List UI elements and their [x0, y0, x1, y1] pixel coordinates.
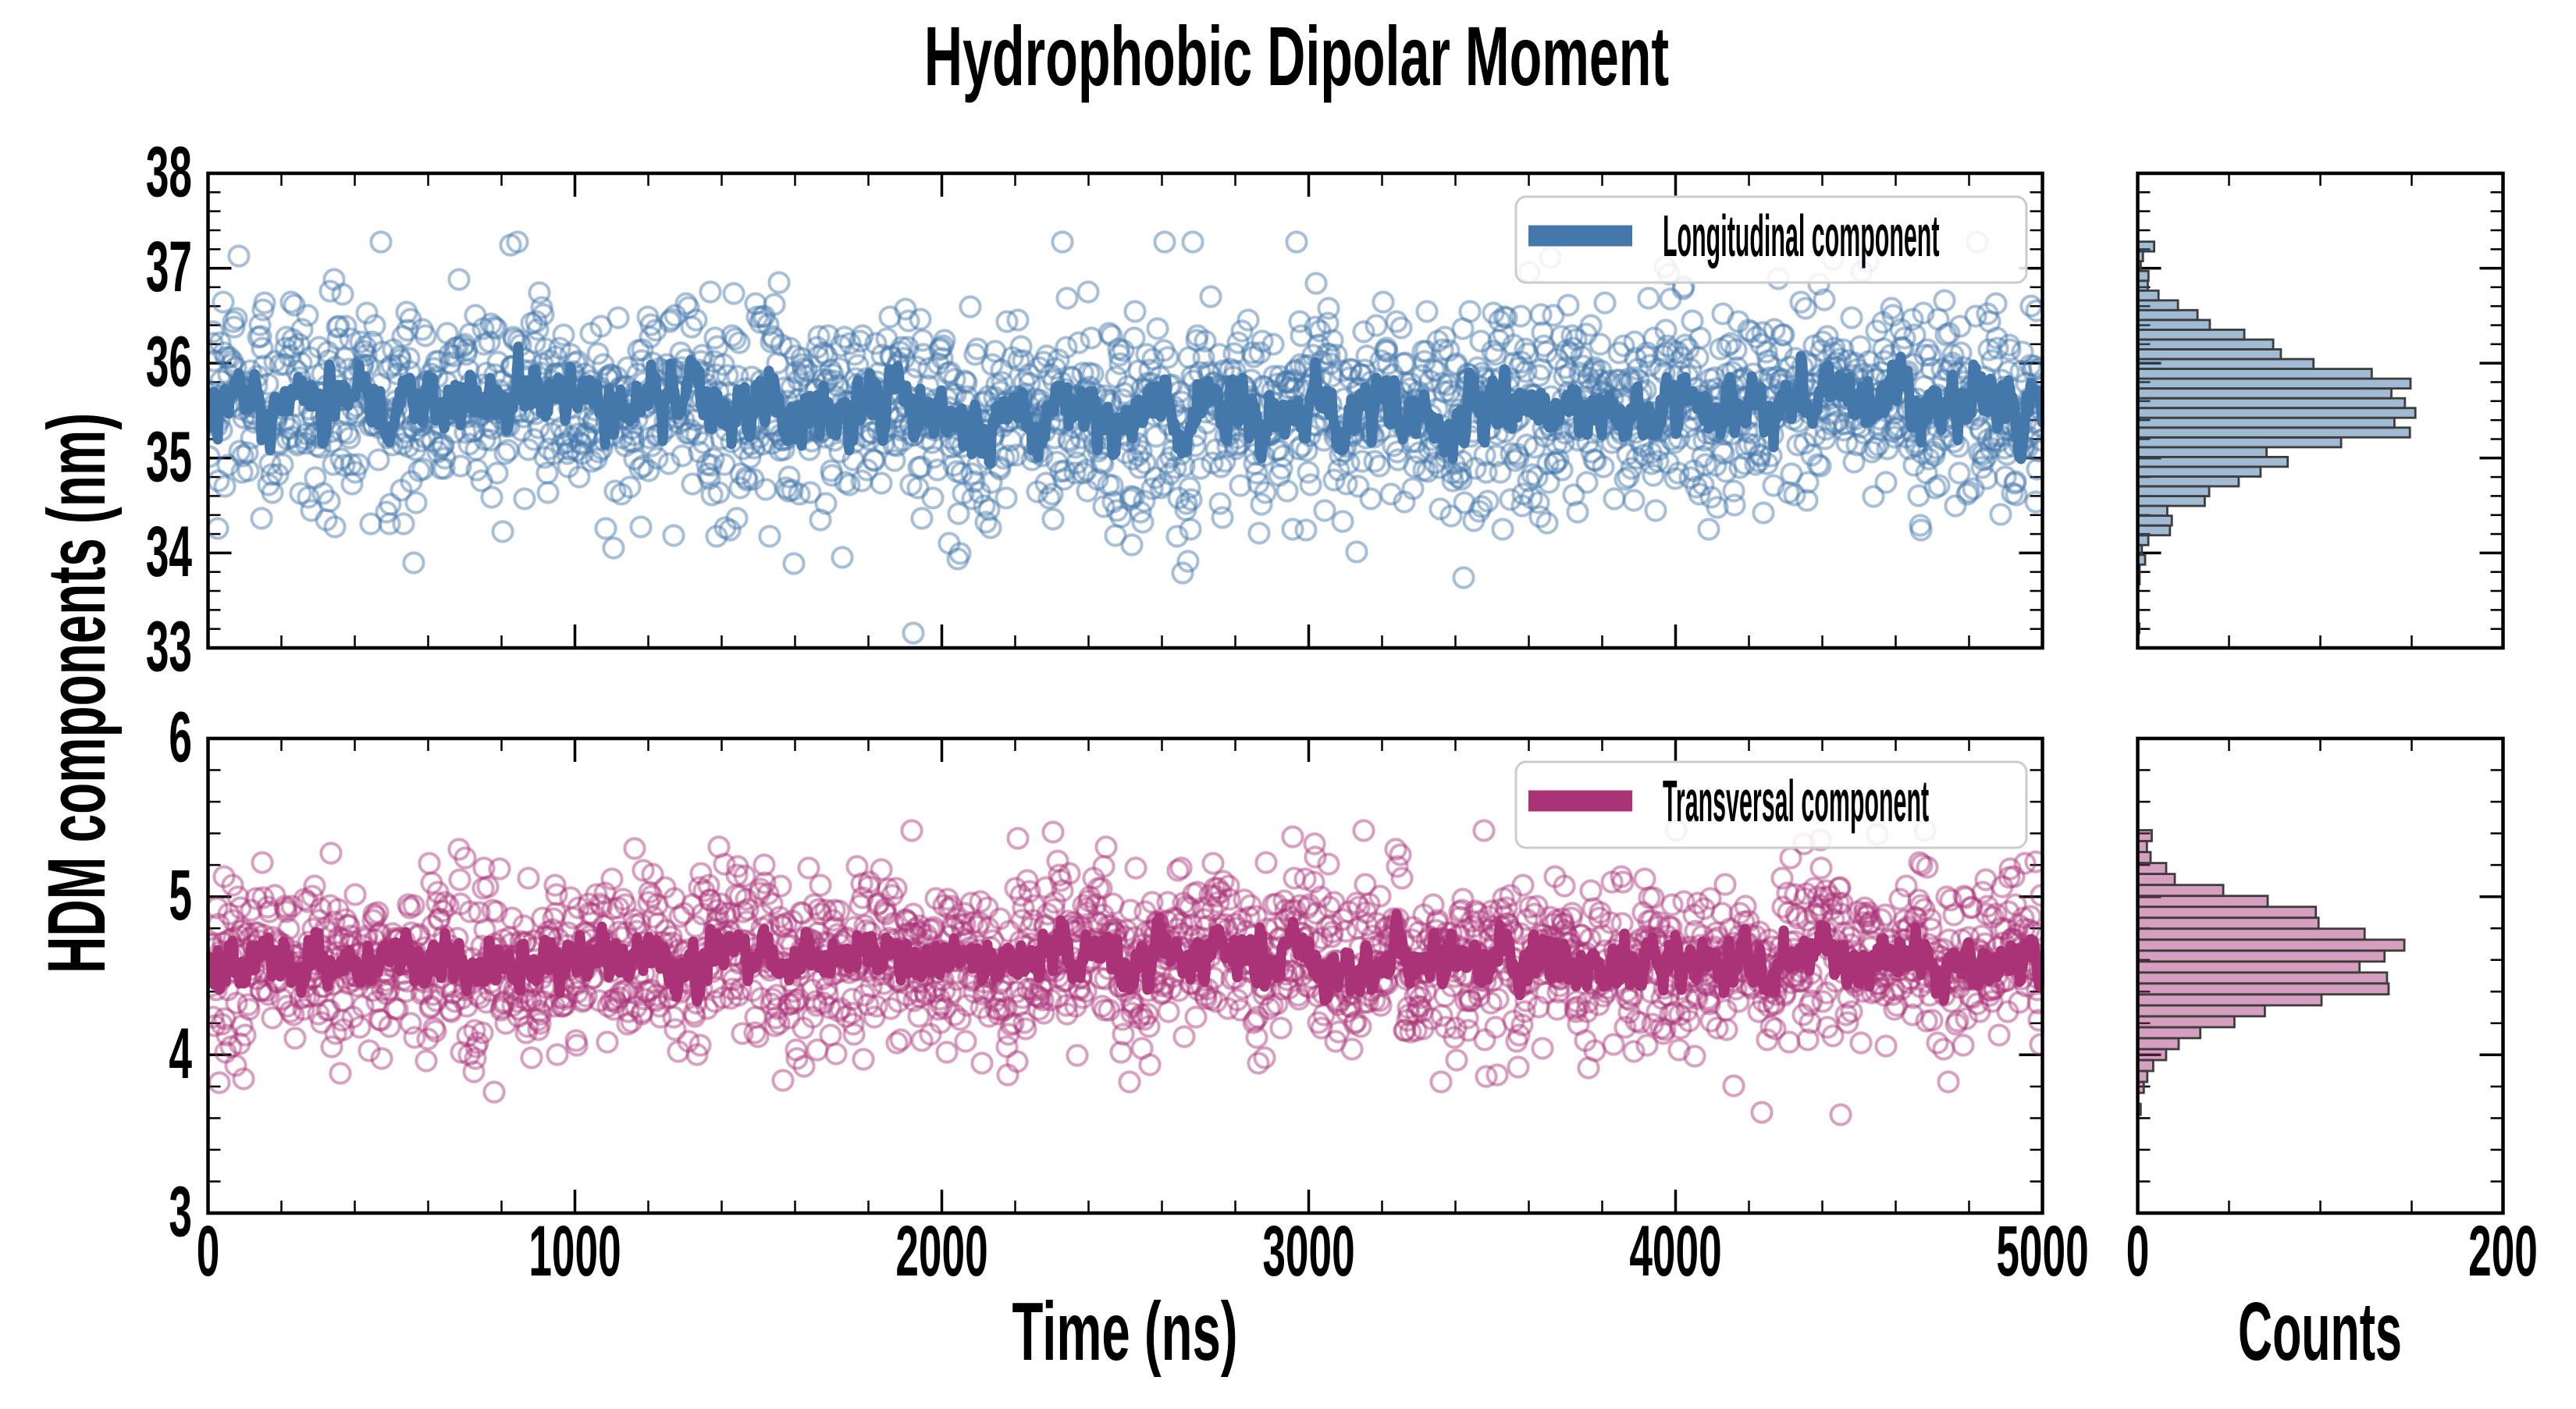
svg-text:34: 34: [146, 511, 192, 592]
svg-text:4: 4: [169, 1013, 192, 1094]
svg-text:Counts: Counts: [2238, 1286, 2402, 1379]
svg-text:4000: 4000: [1629, 1211, 1721, 1291]
svg-text:35: 35: [146, 416, 192, 496]
svg-text:Longitudinal component: Longitudinal component: [1663, 204, 1939, 269]
svg-text:200: 200: [2468, 1211, 2538, 1291]
svg-text:5000: 5000: [1996, 1211, 2088, 1291]
svg-text:0: 0: [2126, 1211, 2150, 1291]
svg-text:HDM components (nm): HDM components (nm): [30, 413, 123, 973]
svg-text:0: 0: [197, 1211, 220, 1291]
svg-text:Hydrophobic Dipolar Moment: Hydrophobic Dipolar Moment: [924, 10, 1669, 103]
svg-text:2000: 2000: [895, 1211, 987, 1291]
svg-text:5: 5: [169, 855, 192, 935]
svg-text:6: 6: [169, 696, 192, 777]
svg-text:1000: 1000: [528, 1211, 621, 1291]
svg-text:Time (ns): Time (ns): [1012, 1285, 1238, 1378]
svg-text:37: 37: [146, 226, 192, 307]
svg-text:36: 36: [146, 321, 192, 401]
svg-text:38: 38: [146, 131, 192, 212]
svg-text:3000: 3000: [1262, 1211, 1354, 1291]
svg-text:3: 3: [169, 1171, 192, 1251]
svg-text:33: 33: [146, 606, 192, 686]
svg-text:Transversal component: Transversal component: [1663, 769, 1929, 834]
